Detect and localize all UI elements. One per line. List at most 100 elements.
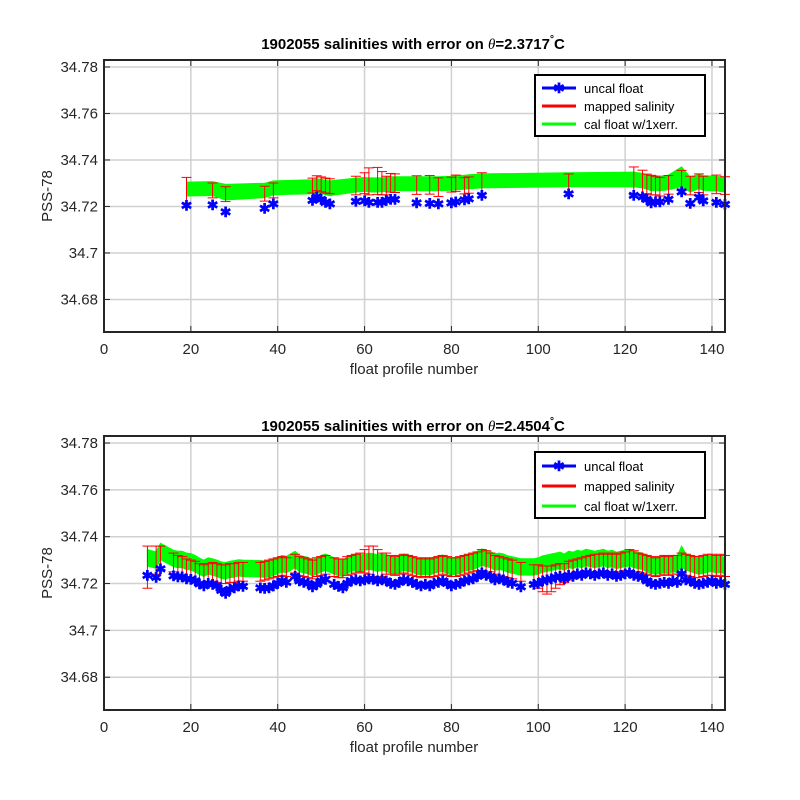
uncal-point: ✱ bbox=[628, 187, 640, 203]
mapped-errorbar bbox=[346, 554, 357, 575]
uncal-point: ✱ bbox=[459, 192, 471, 208]
x-tick-label: 100 bbox=[526, 719, 551, 736]
mapped-errorbar bbox=[598, 552, 609, 573]
uncal-point: ✱ bbox=[415, 578, 427, 594]
uncal-point: ✱ bbox=[272, 576, 284, 592]
uncal-point: ✱ bbox=[363, 195, 375, 211]
mapped-errorbar bbox=[698, 175, 709, 196]
uncal-point: ✱ bbox=[168, 568, 180, 584]
uncal-point: ✱ bbox=[689, 576, 701, 592]
mapped-errorbar bbox=[337, 558, 348, 579]
mapped-errorbar bbox=[498, 557, 509, 578]
uncal-point: ✱ bbox=[181, 571, 193, 587]
uncal-point: ✱ bbox=[697, 576, 709, 592]
uncal-point: ✱ bbox=[563, 186, 575, 202]
legend: ✱ uncal float mapped salinity cal float … bbox=[534, 451, 706, 519]
uncal-float-points: ✱✱✱ ✱✱✱✱✱✱✱✱✱✱✱✱✱✱✱✱✱ ✱✱✱✱✱✱✱✱✱✱✱✱✱✱✱✱✱✱✱✱… bbox=[142, 561, 732, 601]
theta-symbol: θ bbox=[488, 419, 496, 435]
uncal-point: ✱ bbox=[411, 577, 423, 593]
uncal-point: ✱ bbox=[294, 573, 306, 589]
uncal-point: ✱ bbox=[563, 567, 575, 583]
mapped-errorbar bbox=[281, 557, 292, 578]
mapped-errorbar bbox=[698, 554, 709, 578]
uncal-point: ✱ bbox=[380, 193, 392, 209]
uncal-point: ✱ bbox=[311, 577, 323, 593]
uncal-point: ✱ bbox=[532, 576, 544, 592]
uncal-point: ✱ bbox=[654, 194, 666, 210]
mapped-errorbar bbox=[715, 553, 726, 576]
uncal-point: ✱ bbox=[389, 191, 401, 207]
uncal-point: ✱ bbox=[359, 193, 371, 209]
mapped-errorbar bbox=[316, 176, 327, 193]
x-tick-label: 60 bbox=[356, 341, 373, 358]
uncal-point: ✱ bbox=[354, 573, 366, 589]
x-tick-label: 20 bbox=[183, 719, 200, 736]
uncal-point: ✱ bbox=[315, 573, 327, 589]
uncal-point: ✱ bbox=[602, 567, 614, 583]
y-tick-label: 34.76 bbox=[60, 105, 98, 122]
uncal-point: ✱ bbox=[502, 574, 514, 590]
y-tick-label: 34.74 bbox=[60, 529, 98, 546]
mapped-errorbar bbox=[350, 553, 361, 574]
mapped-errorbar bbox=[607, 552, 618, 573]
mapped-errorbar bbox=[489, 554, 500, 575]
degree-symbol: ° bbox=[550, 34, 554, 45]
uncal-point: ✱ bbox=[485, 569, 497, 585]
uncal-point: ✱ bbox=[637, 189, 649, 205]
mapped-errorbar bbox=[268, 182, 279, 199]
uncal-point: ✱ bbox=[372, 194, 384, 210]
uncal-point: ✱ bbox=[515, 579, 527, 595]
uncal-point: ✱ bbox=[194, 576, 206, 592]
mapped-errorbar bbox=[650, 175, 661, 196]
mapped-errorbar bbox=[264, 559, 275, 580]
uncal-point: ✱ bbox=[302, 576, 314, 592]
mapped-errorbar bbox=[298, 557, 309, 578]
mapped-errorbar bbox=[237, 561, 248, 582]
uncal-point: ✱ bbox=[150, 570, 162, 586]
mapped-errorbar bbox=[372, 549, 383, 579]
y-tick-label: 34.7 bbox=[69, 622, 98, 639]
uncal-point: ✱ bbox=[267, 578, 279, 594]
uncal-point: ✱ bbox=[706, 573, 718, 589]
uncal-float-points: ✱ ✱ ✱ ✱✱ ✱✱✱✱✱ ✱✱✱✱✱✱✱✱ ✱ ✱✱ ✱✱✱✱ ✱ ✱ ✱✱✱✱✱✱✱ ✱✱✱✱ ✱✱ bbox=[181, 184, 731, 220]
uncal-point: ✱ bbox=[641, 191, 653, 207]
mapped-errorbar bbox=[455, 556, 466, 576]
mapped-errorbar bbox=[181, 558, 192, 579]
uncal-point: ✱ bbox=[667, 573, 679, 589]
uncal-point: ✱ bbox=[441, 576, 453, 592]
uncal-point: ✱ bbox=[385, 576, 397, 592]
legend: ✱ uncal float mapped salinity cal float … bbox=[534, 74, 706, 137]
mapped-errorbar bbox=[685, 175, 696, 196]
mapped-errorbar bbox=[190, 560, 201, 581]
uncal-point: ✱ bbox=[663, 576, 675, 592]
uncal-point: ✱ bbox=[632, 569, 644, 585]
mapped-errorbar bbox=[546, 565, 557, 593]
uncal-point: ✱ bbox=[446, 195, 458, 211]
x-tick-label: 80 bbox=[443, 719, 460, 736]
x-tick-label: 140 bbox=[699, 341, 724, 358]
x-tick-label: 140 bbox=[699, 719, 724, 736]
mapped-errorbar bbox=[389, 556, 400, 576]
mapped-errorbar bbox=[320, 554, 331, 575]
uncal-point: ✱ bbox=[320, 194, 332, 210]
y-axis-label: PSS-78 bbox=[39, 170, 56, 222]
uncal-point: ✱ bbox=[380, 573, 392, 589]
mapped-errorbar bbox=[507, 559, 518, 580]
mapped-errorbar bbox=[450, 557, 461, 578]
uncal-point: ✱ bbox=[454, 576, 466, 592]
mapped-errorbar bbox=[229, 563, 240, 583]
uncal-point: ✱ bbox=[398, 572, 410, 588]
mapped-errorbar bbox=[659, 554, 670, 575]
mapped-errorbar bbox=[676, 552, 687, 575]
mapped-errorbar bbox=[433, 177, 444, 197]
uncal-point: ✱ bbox=[281, 574, 293, 590]
legend-mapped-label: mapped salinity bbox=[584, 479, 675, 494]
mapped-errorbar bbox=[533, 564, 544, 589]
uncal-point: ✱ bbox=[498, 572, 510, 588]
uncal-point: ✱ bbox=[606, 566, 618, 582]
mapped-errorbar bbox=[641, 554, 652, 575]
mapped-errorbar bbox=[416, 558, 427, 579]
uncal-point: ✱ bbox=[402, 573, 414, 589]
uncal-point: ✱ bbox=[476, 565, 488, 581]
mapped-errorbar bbox=[650, 557, 661, 578]
